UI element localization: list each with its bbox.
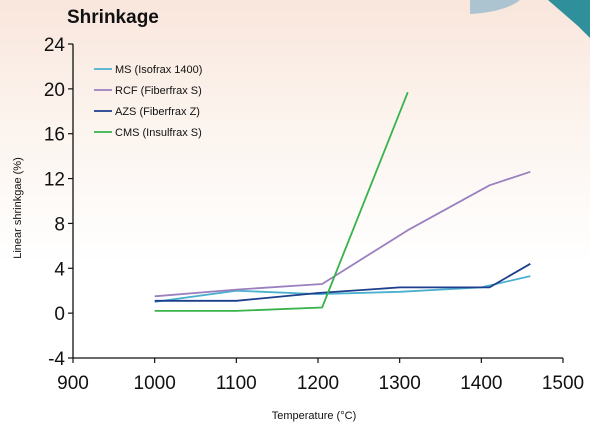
x-tick-label: 1300 <box>379 373 421 394</box>
y-tick-label: 24 <box>44 35 66 56</box>
y-axis-label: Linear shrinkgae (%) <box>12 157 24 259</box>
corner-decoration-shape <box>548 0 590 38</box>
x-tick-label: 1100 <box>216 373 257 394</box>
series-line-2 <box>154 170 531 298</box>
legend-label-4: CMS (Insulfrax S) <box>115 127 202 139</box>
y-tick-label: 20 <box>44 80 65 101</box>
series-line-3 <box>154 263 531 302</box>
series-line-4 <box>154 91 409 312</box>
y-tick-label: 16 <box>44 125 65 146</box>
legend-label-2: RCF (Fiberfrax S) <box>115 85 202 97</box>
legend-label-3: AZS (Fiberfrax Z) <box>115 106 200 118</box>
x-tick-label: 1000 <box>134 373 176 394</box>
y-tick-label: 8 <box>54 214 65 235</box>
y-tick-label: -4 <box>48 349 65 370</box>
top-decoration-shape <box>470 0 520 14</box>
x-tick-label: 1400 <box>460 373 502 394</box>
x-tick-label: 900 <box>57 373 89 394</box>
y-tick-label: 12 <box>44 170 65 191</box>
x-tick-label: 1500 <box>542 373 584 394</box>
y-tick-label: 0 <box>54 304 65 325</box>
series-line-1 <box>154 275 531 303</box>
legend-label-1: MS (Isofrax 1400) <box>115 64 202 76</box>
chart-title: Shrinkage <box>67 7 159 28</box>
y-tick-label: 4 <box>54 259 65 280</box>
x-tick-label: 1200 <box>297 373 339 394</box>
x-axis-label: Temperature (°C) <box>272 410 356 422</box>
